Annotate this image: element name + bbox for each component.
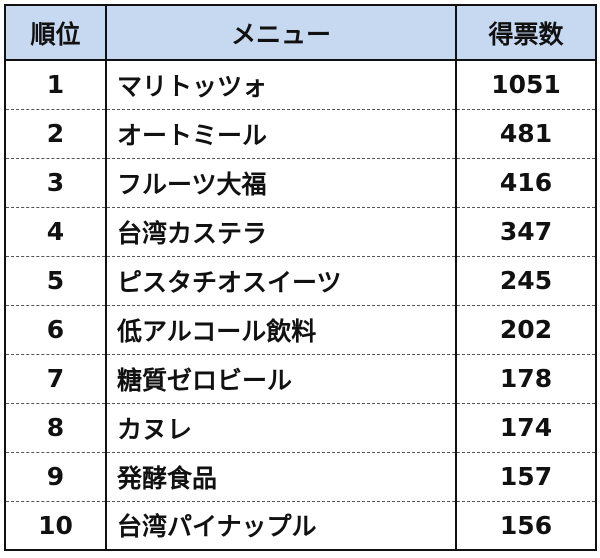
table-row: 7 糖質ゼロビール 178 (5, 354, 596, 404)
votes-cell: 416 (455, 158, 596, 208)
rank-cell: 10 (38, 510, 73, 540)
menu-cell: 台湾パイナップル (105, 501, 456, 550)
header-row: 順位 メニュー 得票数 (5, 5, 596, 61)
header-rank: 順位 (5, 5, 106, 61)
votes-cell: 481 (455, 109, 596, 159)
table-row: 6 低アルコール飲料 202 (5, 305, 596, 355)
table-row: 9 発酵食品 157 (5, 452, 596, 502)
rank-cell: 3 (5, 158, 106, 208)
menu-cell: ピスタチオスイーツ (105, 256, 456, 306)
votes-cell: 178 (455, 354, 596, 404)
menu-cell: 低アルコール飲料 (105, 305, 456, 355)
votes-cell: 202 (455, 305, 596, 355)
menu-cell: フルーツ大福 (105, 158, 456, 208)
rank-cell: 4 (5, 207, 106, 257)
table-row: 5 ピスタチオスイーツ 245 (5, 256, 596, 306)
table-row: 10 台湾パイナップル 156 (5, 501, 596, 550)
menu-cell: マリトッツォ (105, 60, 456, 110)
rank-cell: 5 (5, 256, 106, 306)
votes-cell: 245 (455, 256, 596, 306)
menu-cell: 発酵食品 (105, 452, 456, 502)
votes-cell: 157 (455, 452, 596, 502)
rank-cell: 6 (5, 305, 106, 355)
menu-cell: 糖質ゼロビール (105, 354, 456, 404)
rank-cell: 1 (5, 60, 106, 110)
rank-cell: 2 (5, 109, 106, 159)
table-row: 4 台湾カステラ 347 (5, 207, 596, 257)
ranking-table: 順位 メニュー 得票数 1 マリトッツォ 1051 2 オートミール 481 3… (4, 4, 597, 551)
votes-cell: 347 (455, 207, 596, 257)
table-row: 2 オートミール 481 (5, 109, 596, 159)
header-votes: 得票数 (455, 5, 596, 61)
votes-cell: 174 (455, 403, 596, 453)
table-row: 8 カヌレ 174 (5, 403, 596, 453)
rank-cell: 7 (5, 354, 106, 404)
menu-cell: カヌレ (105, 403, 456, 453)
menu-cell: オートミール (105, 109, 456, 159)
table-row: 1 マリトッツォ 1051 (5, 60, 596, 110)
rank-cell: 8 (5, 403, 106, 453)
rank-cell: 9 (5, 452, 106, 502)
table-body: 1 マリトッツォ 1051 2 オートミール 481 3 フルーツ大福 4 1 6 … (5, 60, 596, 550)
menu-cell: 台湾カステラ (105, 207, 456, 257)
table-header: 順位 メニュー 得票数 (5, 5, 596, 61)
table-row: 3 フルーツ大福 416 (5, 158, 596, 208)
votes-cell: 1051 (455, 60, 596, 110)
votes-cell: 156 (455, 501, 596, 550)
header-menu: メニュー (105, 5, 456, 61)
